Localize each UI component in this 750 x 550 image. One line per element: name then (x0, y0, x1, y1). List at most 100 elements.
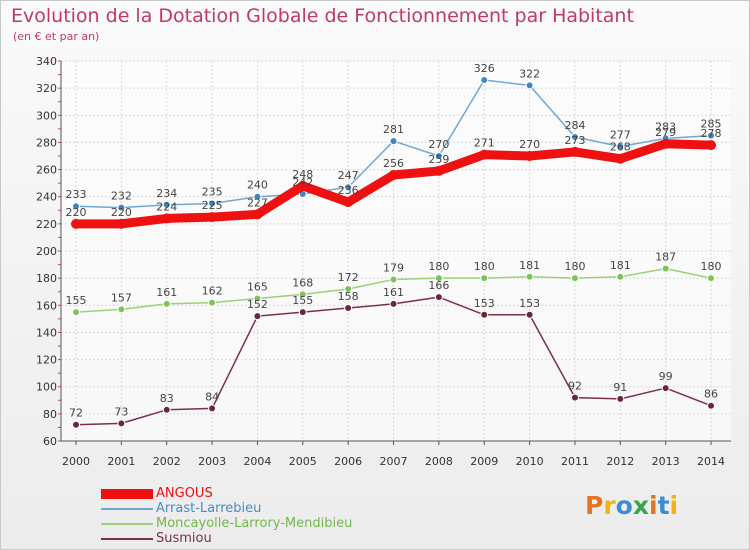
y-tick-label: 280 (36, 136, 57, 149)
data-point-arrast-larrebieu (616, 142, 625, 151)
legend-label-susmiou: Susmiou (156, 531, 212, 546)
data-label-moncayolle-larrory-mendibieu: 179 (383, 262, 404, 275)
logo-letter: i (669, 491, 679, 520)
data-label-arrast-larrebieu: 326 (474, 62, 495, 75)
data-label-moncayolle-larrory-mendibieu: 181 (610, 259, 631, 272)
y-tick-label: 260 (36, 164, 57, 177)
legend-item-moncayolle[interactable]: Moncayolle-Larrory-Mendibieu (101, 516, 352, 531)
data-point-susmiou (72, 420, 80, 429)
data-point-moncayolle-larrory-mendibieu (616, 272, 625, 281)
data-point-moncayolle-larrory-mendibieu (253, 294, 262, 303)
x-tick-label: 2001 (107, 455, 135, 468)
data-point-moncayolle-larrory-mendibieu (344, 285, 353, 293)
axis-layer: 60 80 100 120 140 160 180 200 220 240 260 280 300 320… (36, 55, 731, 468)
data-label-arrast-larrebieu: 232 (111, 190, 132, 203)
data-point-angous (569, 146, 580, 157)
data-label-susmiou: 161 (383, 286, 404, 299)
data-label-susmiou: 84 (205, 390, 219, 403)
legend-item-susmiou[interactable]: Susmiou (101, 531, 352, 546)
data-point-susmiou (525, 310, 534, 319)
legend-item-arrast-larrebieu[interactable]: Arrast-Larrebieu (101, 501, 352, 516)
data-label-angous: 225 (202, 199, 223, 212)
data-label-arrast-larrebieu: 235 (202, 186, 223, 199)
data-point-susmiou (661, 384, 670, 393)
data-point-arrast-larrebieu (253, 192, 262, 201)
data-point-susmiou (616, 394, 625, 403)
y-tick-label: 160 (36, 299, 57, 312)
data-point-susmiou (344, 304, 353, 312)
data-point-angous (161, 213, 172, 224)
data-label-susmiou: 99 (659, 370, 673, 383)
y-tick-label: 80 (43, 408, 57, 421)
x-tick-label: 2008 (425, 455, 453, 468)
legend-label-moncayolle: Moncayolle-Larrory-Mendibieu (156, 516, 353, 531)
data-label-susmiou: 72 (69, 407, 83, 420)
data-label-angous: 256 (383, 157, 404, 170)
data-label-arrast-larrebieu: 277 (610, 129, 631, 142)
data-label-susmiou: 152 (247, 298, 268, 311)
data-point-susmiou (298, 308, 307, 317)
data-point-moncayolle-larrory-mendibieu (72, 308, 80, 317)
logo-letter: o (615, 491, 633, 520)
data-label-arrast-larrebieu: 285 (701, 118, 722, 131)
x-tick-label: 2012 (606, 455, 634, 468)
x-tick-label: 2009 (470, 455, 498, 468)
data-point-angous (71, 218, 81, 229)
x-tick-label: 2003 (198, 455, 226, 468)
data-label-susmiou: 153 (474, 297, 495, 310)
x-tick-label: 2000 (62, 455, 90, 468)
data-point-moncayolle-larrory-mendibieu (525, 272, 534, 281)
legend: ANGOUS Arrast-Larrebieu Moncayolle-Larro… (101, 486, 352, 546)
data-label-susmiou: 158 (338, 290, 359, 303)
data-label-arrast-larrebieu: 234 (156, 187, 177, 200)
data-point-susmiou (389, 299, 398, 308)
x-tick-label: 2014 (697, 455, 725, 468)
data-point-susmiou (707, 401, 716, 410)
logo-letter: i (649, 491, 658, 520)
data-label-moncayolle-larrory-mendibieu: 180 (474, 260, 495, 273)
data-label-angous: 278 (701, 127, 722, 140)
data-point-angous (388, 170, 399, 180)
data-point-angous (207, 212, 218, 223)
data-point-moncayolle-larrory-mendibieu (707, 274, 716, 283)
y-tick-label: 180 (36, 272, 57, 285)
logo-letter: r (603, 491, 616, 520)
data-label-arrast-larrebieu: 270 (428, 138, 449, 151)
data-point-moncayolle-larrory-mendibieu (162, 299, 171, 308)
data-point-susmiou (117, 419, 126, 428)
x-tick-label: 2007 (380, 455, 408, 468)
x-tick-label: 2013 (652, 455, 680, 468)
x-tick-label: 2002 (153, 455, 181, 468)
series-layer (71, 76, 717, 429)
chart-title: Evolution de la Dotation Globale de Fonc… (11, 5, 634, 27)
data-label-arrast-larrebieu: 284 (564, 119, 585, 132)
grid-layer (61, 60, 731, 442)
y-tick-label: 220 (36, 218, 57, 231)
data-point-angous (660, 138, 671, 149)
legend-swatch-angous (101, 488, 153, 499)
data-label-moncayolle-larrory-mendibieu: 155 (66, 294, 87, 307)
data-label-arrast-larrebieu: 247 (338, 169, 359, 182)
y-tick-label: 60 (43, 435, 57, 448)
data-label-moncayolle-larrory-mendibieu: 172 (338, 271, 359, 284)
data-label-moncayolle-larrory-mendibieu: 181 (519, 259, 540, 272)
data-label-arrast-larrebieu: 281 (383, 123, 404, 136)
data-point-angous (479, 149, 490, 160)
y-tick-label: 240 (36, 191, 57, 204)
data-point-arrast-larrebieu (117, 203, 126, 212)
legend-item-angous[interactable]: ANGOUS (101, 486, 352, 501)
data-point-susmiou (208, 404, 217, 413)
legend-swatch-moncayolle (101, 522, 153, 525)
logo-letter: t (657, 491, 670, 520)
data-label-angous: 220 (66, 206, 87, 219)
data-label-angous: 271 (474, 137, 495, 150)
data-label-susmiou: 73 (114, 405, 128, 418)
data-label-angous: 273 (564, 134, 585, 147)
data-point-angous (297, 180, 308, 191)
data-label-angous: 279 (655, 126, 676, 139)
x-tick-label: 2010 (516, 455, 544, 468)
data-label-arrast-larrebieu: 240 (247, 179, 268, 192)
data-point-arrast-larrebieu (72, 202, 80, 211)
data-label-moncayolle-larrory-mendibieu: 162 (202, 285, 223, 298)
